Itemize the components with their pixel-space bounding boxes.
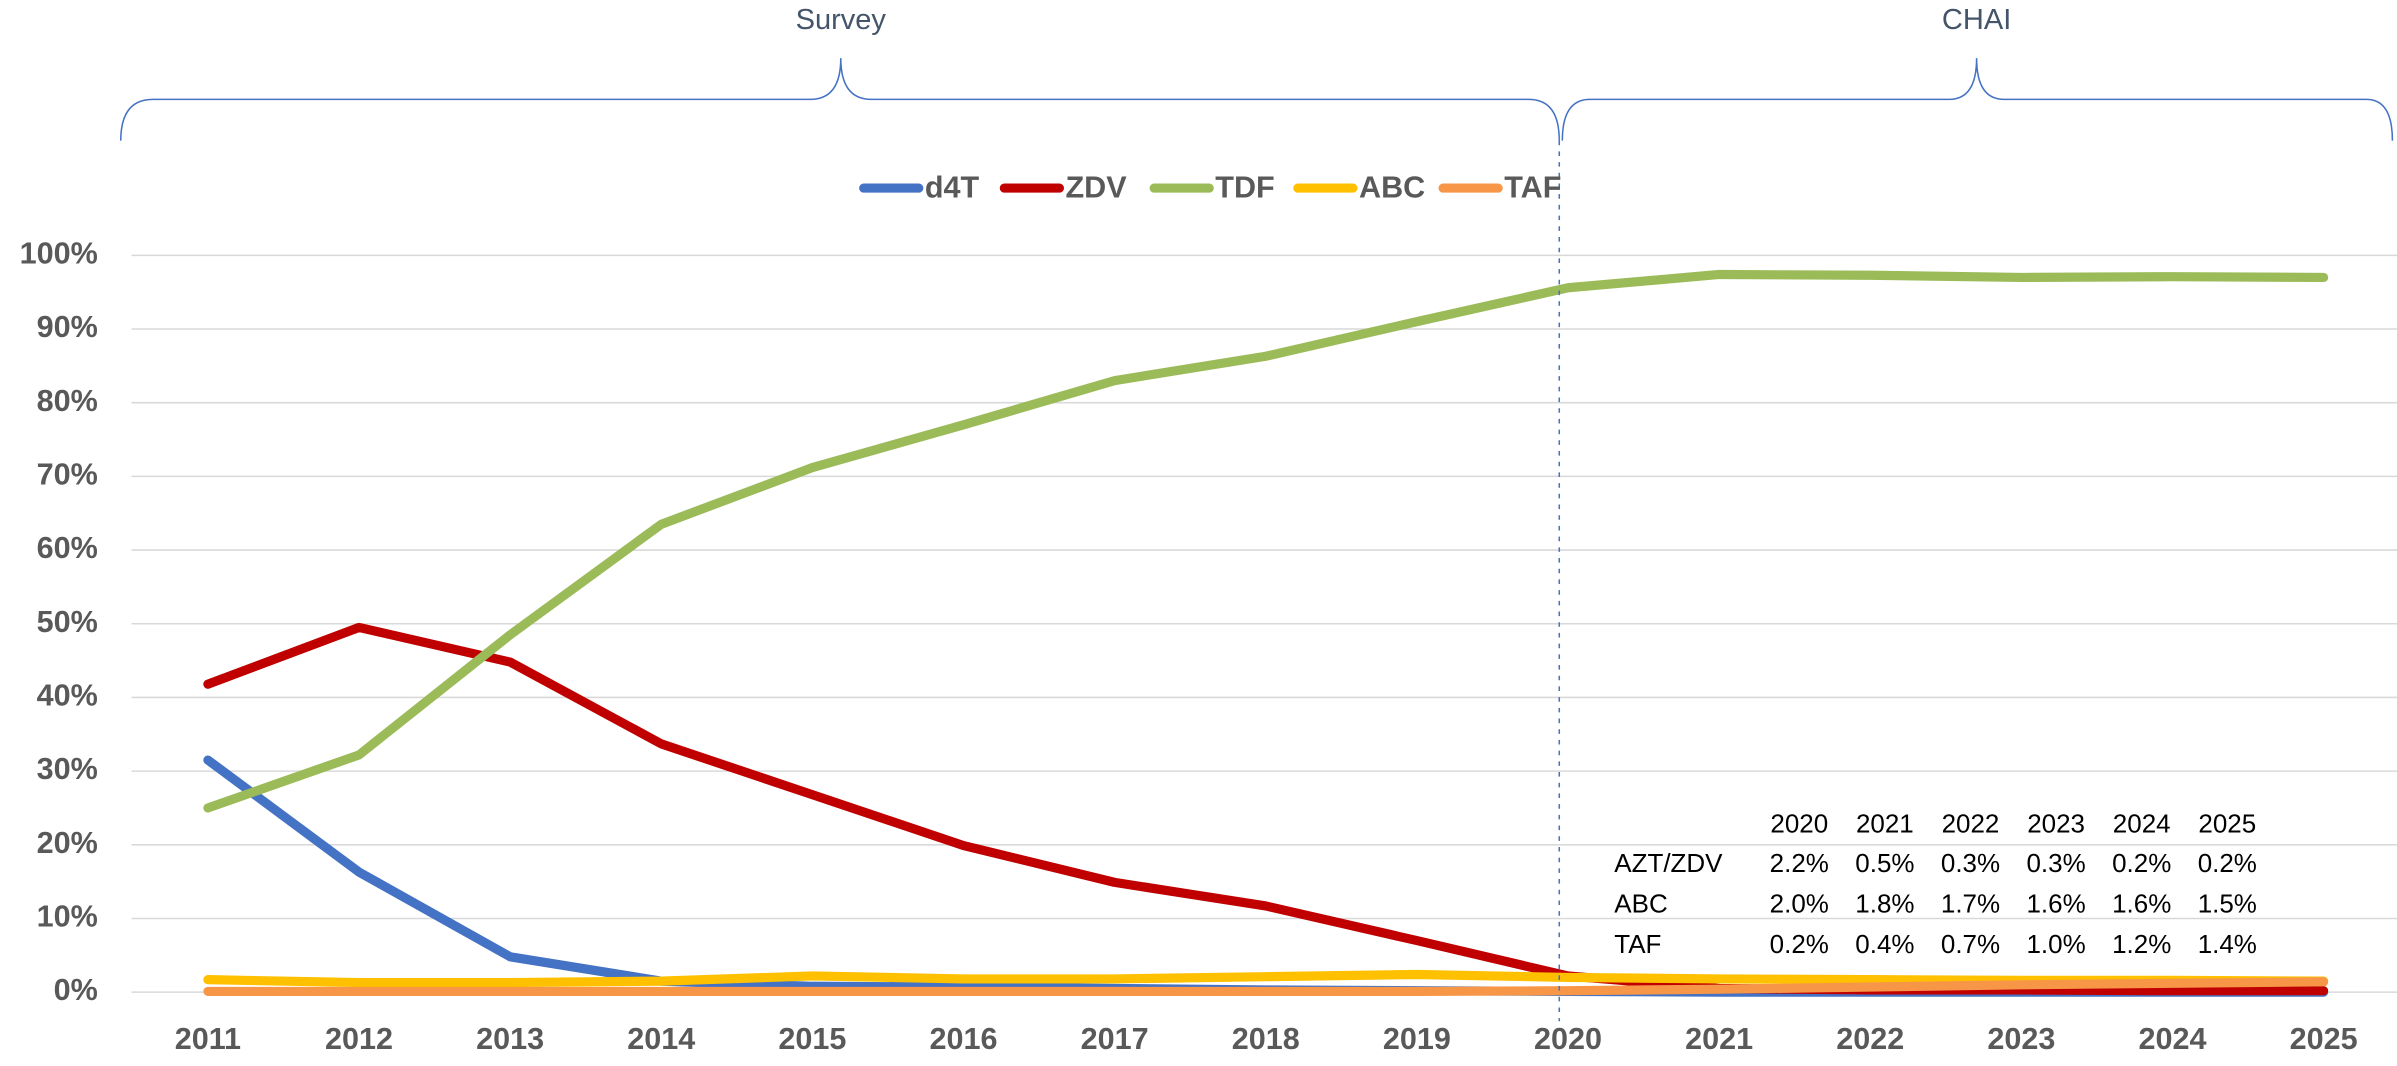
table-row-label: ABC <box>1614 889 1667 919</box>
x-tick-label: 2016 <box>930 1022 998 1056</box>
x-tick-label: 2022 <box>1836 1022 1904 1056</box>
series-line <box>203 977 2329 997</box>
y-tick-label: 20% <box>37 826 98 860</box>
legend-label: TAF <box>1504 171 1561 205</box>
brace <box>120 58 1561 141</box>
x-tick-label: 2015 <box>778 1022 846 1056</box>
legend-label: ABC <box>1359 171 1425 205</box>
table-cell: 1.4% <box>2198 929 2257 959</box>
table-cell: 1.6% <box>2026 889 2085 919</box>
table-cell: 1.6% <box>2112 889 2171 919</box>
table-cell: 2.2% <box>1770 848 1829 878</box>
table-header: 2022 <box>1942 808 2000 838</box>
x-tick-label: 2018 <box>1232 1022 1300 1056</box>
annotation: Survey <box>796 4 887 36</box>
table-header: 2021 <box>1856 808 1914 838</box>
table-cell: 0.2% <box>1770 929 1829 959</box>
table-cell: 0.3% <box>1941 848 2000 878</box>
y-tick-label: 100% <box>20 236 98 270</box>
y-tick-label: 0% <box>54 973 98 1007</box>
x-tick-label: 2019 <box>1383 1022 1451 1056</box>
x-tick-label: 2021 <box>1685 1022 1753 1056</box>
table-cell: 0.3% <box>2026 848 2085 878</box>
brace <box>1561 58 2394 141</box>
y-tick-label: 70% <box>37 457 98 491</box>
table-cell: 0.5% <box>1855 848 1914 878</box>
x-tick-label: 2017 <box>1081 1022 1149 1056</box>
table-row-label: TAF <box>1614 929 1661 959</box>
x-tick-label: 2011 <box>175 1022 241 1056</box>
annotation: CHAI <box>1942 4 2011 36</box>
table-cell: 0.2% <box>2198 848 2257 878</box>
series-line <box>203 969 2329 988</box>
table-cell: 1.0% <box>2026 929 2085 959</box>
table-row-label: AZT/ZDV <box>1614 848 1723 878</box>
y-tick-label: 50% <box>37 605 98 639</box>
table-cell: 2.0% <box>1770 889 1829 919</box>
legend-label: ZDV <box>1066 171 1128 205</box>
table-cell: 1.5% <box>2198 889 2257 919</box>
table-header: 2024 <box>2113 808 2171 838</box>
table-cell: 1.2% <box>2112 929 2171 959</box>
table-header: 2025 <box>2198 808 2256 838</box>
x-tick-label: 2013 <box>476 1022 544 1056</box>
table-cell: 1.8% <box>1855 889 1914 919</box>
y-tick-label: 40% <box>37 679 98 713</box>
y-tick-label: 60% <box>37 531 98 565</box>
y-tick-label: 90% <box>37 310 98 344</box>
x-tick-label: 2024 <box>2138 1022 2206 1056</box>
x-tick-label: 2025 <box>2290 1022 2358 1056</box>
legend-label: TDF <box>1215 171 1274 205</box>
table-cell: 0.7% <box>1941 929 2000 959</box>
x-tick-label: 2012 <box>325 1022 393 1056</box>
table-cell: 0.2% <box>2112 848 2171 878</box>
x-tick-label: 2020 <box>1534 1022 1602 1056</box>
series-line <box>203 269 2329 813</box>
x-tick-label: 2023 <box>1987 1022 2055 1056</box>
x-tick-label: 2014 <box>627 1022 695 1056</box>
table-cell: 1.7% <box>1941 889 2000 919</box>
y-tick-label: 10% <box>37 900 98 934</box>
series-line <box>203 622 2329 996</box>
y-tick-label: 80% <box>37 384 98 418</box>
y-tick-label: 30% <box>37 752 98 786</box>
series-line <box>203 755 2329 997</box>
table-header: 2020 <box>1770 808 1828 838</box>
table-cell: 0.4% <box>1855 929 1914 959</box>
table-header: 2023 <box>2027 808 2085 838</box>
legend-label: d4T <box>925 171 980 205</box>
